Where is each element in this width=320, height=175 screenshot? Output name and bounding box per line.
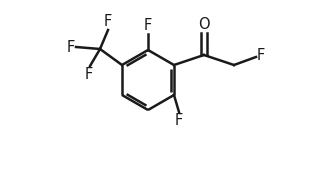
Text: F: F (175, 113, 183, 128)
Text: F: F (144, 18, 152, 33)
Text: F: F (85, 67, 93, 82)
Text: O: O (198, 17, 210, 32)
Text: F: F (257, 48, 265, 64)
Text: F: F (67, 40, 75, 54)
Text: F: F (104, 14, 112, 29)
